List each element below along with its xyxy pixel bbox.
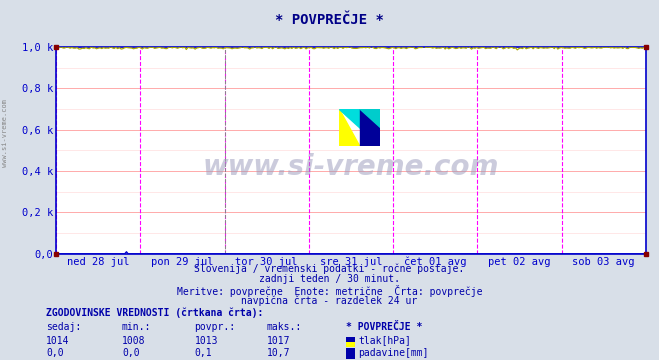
Text: 10,7: 10,7 <box>267 348 291 359</box>
Polygon shape <box>360 109 380 127</box>
Text: 0,1: 0,1 <box>194 348 212 359</box>
Text: sedaj:: sedaj: <box>46 322 81 332</box>
Text: zadnji teden / 30 minut.: zadnji teden / 30 minut. <box>259 274 400 284</box>
Text: Slovenija / vremenski podatki - ročne postaje.: Slovenija / vremenski podatki - ročne po… <box>194 264 465 274</box>
Polygon shape <box>360 109 380 146</box>
Text: povpr.:: povpr.: <box>194 322 235 332</box>
Text: 0,0: 0,0 <box>122 348 140 359</box>
Text: * POVPREČJE *: * POVPREČJE * <box>346 322 422 332</box>
Polygon shape <box>339 109 360 146</box>
Text: 1014: 1014 <box>46 336 70 346</box>
Text: www.si-vreme.com: www.si-vreme.com <box>203 153 499 181</box>
Text: ZGODOVINSKE VREDNOSTI (črtkana črta):: ZGODOVINSKE VREDNOSTI (črtkana črta): <box>46 308 264 318</box>
Text: 1017: 1017 <box>267 336 291 346</box>
Text: * POVPREČJE *: * POVPREČJE * <box>275 13 384 27</box>
Text: min.:: min.: <box>122 322 152 332</box>
Text: Meritve: povprečne  Enote: metrične  Črta: povprečje: Meritve: povprečne Enote: metrične Črta:… <box>177 285 482 297</box>
Polygon shape <box>339 109 360 127</box>
Text: navpična črta - razdelek 24 ur: navpična črta - razdelek 24 ur <box>241 296 418 306</box>
Text: 1013: 1013 <box>194 336 218 346</box>
Text: padavine[mm]: padavine[mm] <box>358 348 429 359</box>
Text: 0,0: 0,0 <box>46 348 64 359</box>
Text: www.si-vreme.com: www.si-vreme.com <box>2 99 9 167</box>
Text: tlak[hPa]: tlak[hPa] <box>358 336 411 346</box>
Text: 1008: 1008 <box>122 336 146 346</box>
Text: maks.:: maks.: <box>267 322 302 332</box>
